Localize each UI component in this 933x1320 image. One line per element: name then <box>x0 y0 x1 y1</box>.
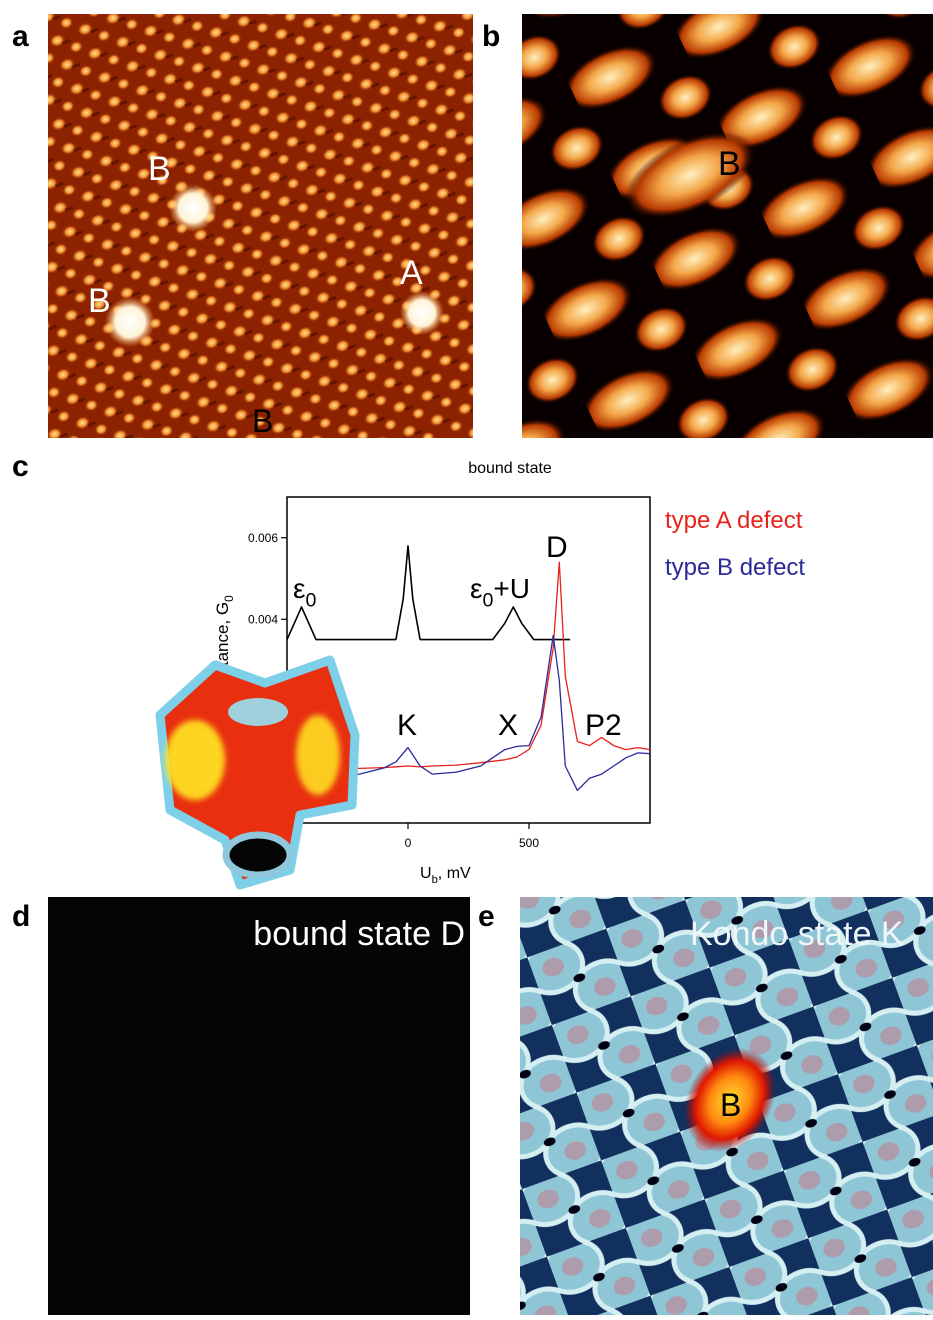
annotation: ε0+U <box>470 573 530 611</box>
legend-entry: type A defect <box>665 507 803 534</box>
annotation: K <box>397 709 417 742</box>
page: {"panels": { "a": {"label": "a", "annota… <box>0 0 933 1315</box>
annotation: X <box>498 709 518 742</box>
x-axis-label: Ub, mV <box>420 865 471 886</box>
map-hole <box>226 835 290 875</box>
map-blob <box>296 715 340 795</box>
defect <box>105 297 155 347</box>
annotation: B <box>252 403 273 439</box>
x-tick-label: 0 <box>405 836 412 850</box>
label-sub: 0 <box>305 589 316 611</box>
annotation: D <box>546 531 568 564</box>
label-sub: 0 <box>482 589 493 611</box>
panel-title: Kondo state K <box>690 915 904 953</box>
annotation: B <box>148 150 171 188</box>
annotation: ε0 <box>293 573 316 611</box>
y-tick-label: 0.004 <box>248 612 278 626</box>
annotation: P2 <box>585 709 622 742</box>
panel-label: c <box>12 450 29 483</box>
map-blob <box>165 720 225 800</box>
label-sub: 0 <box>222 595 236 602</box>
stm-image-b <box>522 14 933 438</box>
label-text: ε <box>293 573 305 604</box>
chart-title: bound state <box>468 460 552 477</box>
panel-label: a <box>12 20 29 53</box>
label-text: ε <box>470 573 482 604</box>
panel-label: b <box>482 20 500 53</box>
label-text: , mV <box>438 865 471 882</box>
legend-entry: type B defect <box>665 554 805 581</box>
defect <box>169 184 217 232</box>
stm-image-d <box>48 897 470 1315</box>
bound-state-map <box>160 660 355 885</box>
panel-title: bound state D <box>253 915 465 953</box>
annotation: B <box>720 1087 741 1123</box>
y-tick-label: 0.006 <box>248 531 278 545</box>
x-tick-label: 500 <box>519 836 539 850</box>
defect <box>400 291 444 335</box>
panel-label: e <box>478 900 495 933</box>
annotation: A <box>400 254 423 292</box>
lattice <box>48 14 473 438</box>
annotation: B <box>88 282 111 320</box>
figure: a B B A b B c bound state0.0000.0020.004… <box>0 0 933 1315</box>
label-text: U <box>420 865 432 882</box>
panel-label: d <box>12 900 30 933</box>
annotation: B <box>718 145 741 183</box>
label-text: +U <box>493 573 530 604</box>
stm-image-a <box>48 14 473 438</box>
map-blob <box>228 698 288 726</box>
